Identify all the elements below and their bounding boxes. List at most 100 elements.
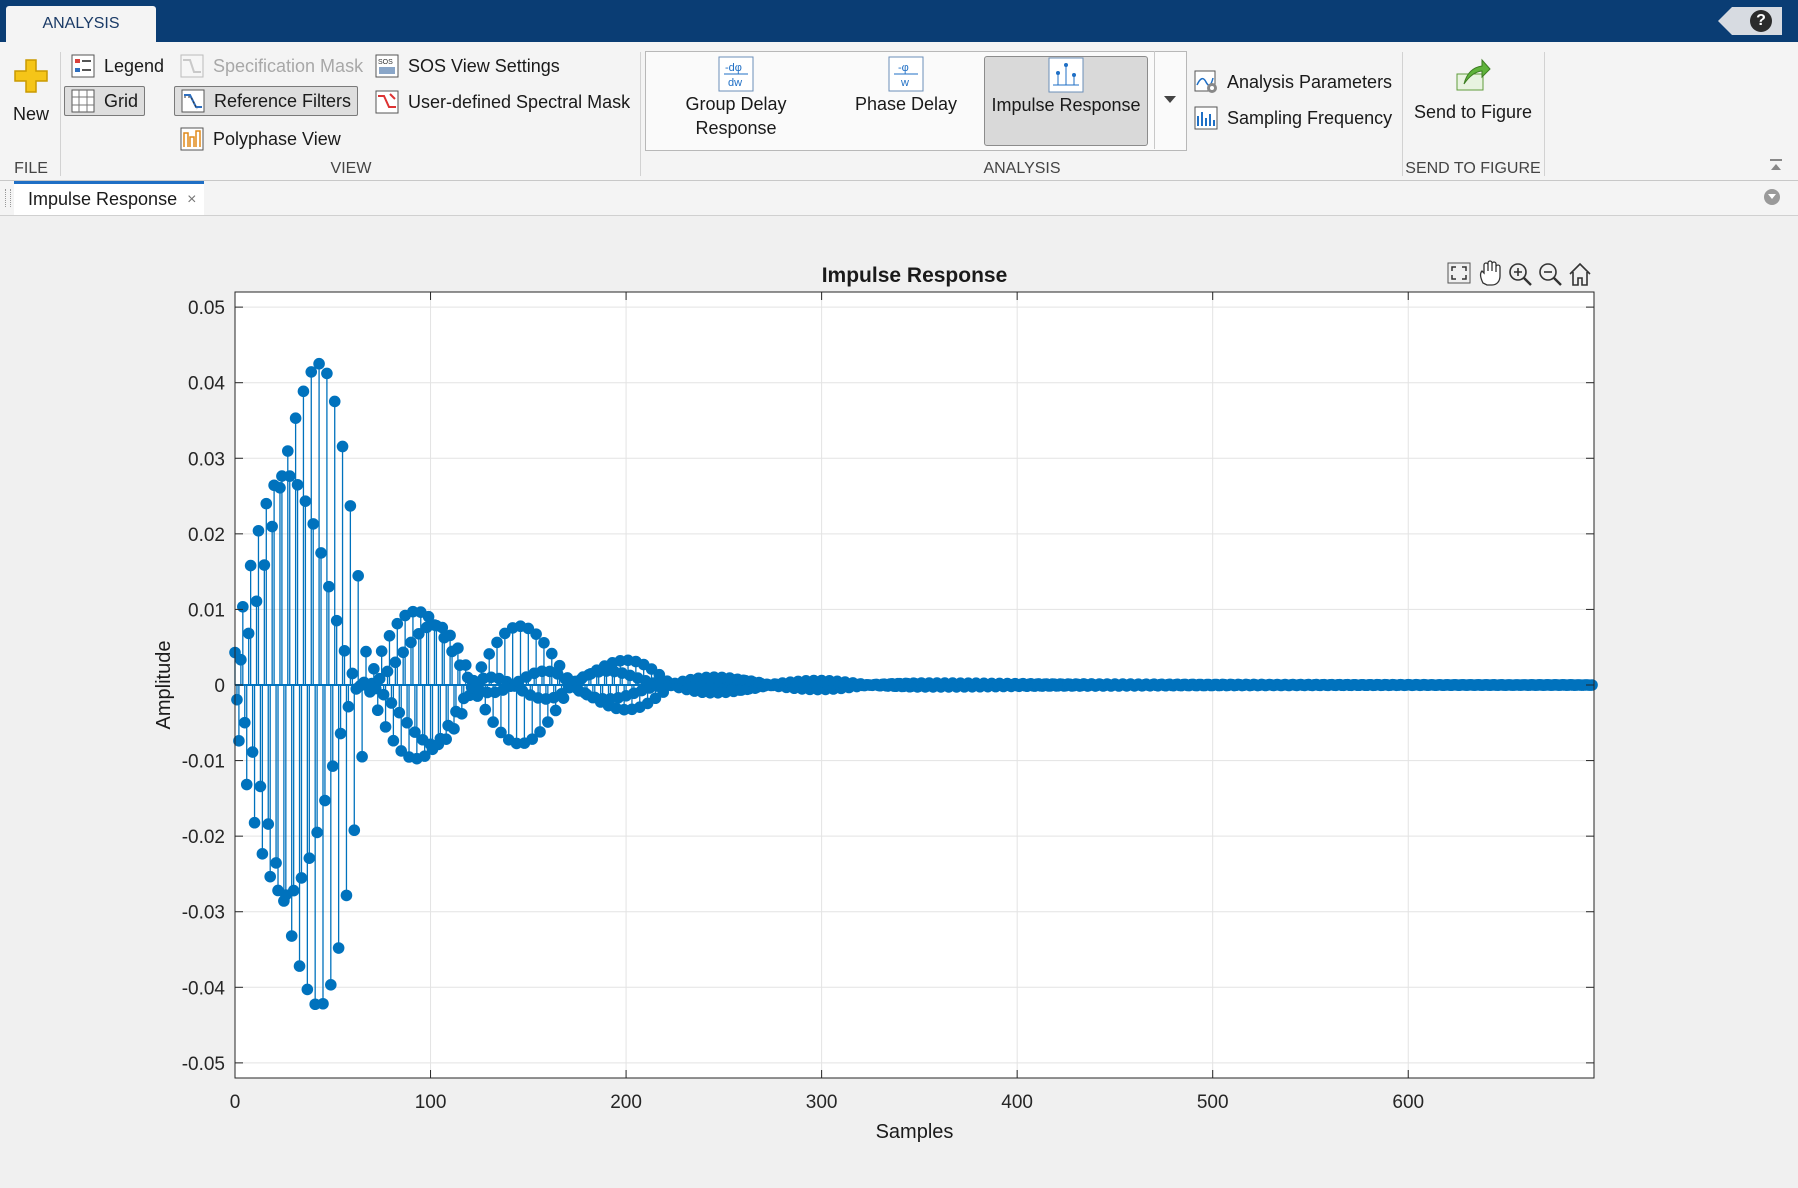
stem-marker [248, 816, 261, 829]
section-analysis-label: ANALYSIS [983, 160, 1061, 177]
stem-marker [440, 733, 452, 745]
stem-marker [313, 357, 325, 370]
stem-marker [534, 726, 546, 738]
grid-label: Grid [104, 90, 139, 111]
stem-marker [295, 872, 308, 884]
stem-marker [526, 733, 539, 745]
stem-marker [387, 734, 400, 747]
stem-marker [444, 629, 456, 642]
stem-marker [315, 547, 327, 559]
restore-view-icon[interactable] [1447, 262, 1471, 284]
stem-marker [422, 610, 435, 623]
home-icon[interactable] [1569, 262, 1591, 286]
stem-marker [395, 745, 408, 757]
stem-marker [405, 636, 417, 649]
stem-marker [495, 726, 507, 739]
stem-marker [237, 600, 249, 613]
group-delay-response-button[interactable]: -dφ dw Group Delay Response [666, 56, 806, 144]
stem-marker [252, 524, 265, 537]
analysis-parameters-button[interactable]: Analysis Parameters [1194, 70, 1392, 94]
y-tick-label: 0.04 [188, 374, 225, 395]
impulse-response-icon [1048, 57, 1084, 93]
phase-delay-icon: -φ w [888, 56, 924, 92]
grid-toggle[interactable]: Grid [64, 86, 146, 116]
stem-marker [297, 385, 310, 398]
x-tick-label: 600 [1392, 1092, 1424, 1113]
section-view-label: VIEW [330, 160, 372, 177]
stem-marker [377, 688, 390, 701]
stem-marker [479, 703, 492, 716]
tab-menu-button[interactable] [1764, 189, 1780, 205]
stem-marker [549, 704, 562, 717]
stem-marker [401, 716, 413, 729]
y-axis-label: Amplitude [153, 641, 175, 730]
sampling-frequency-label: Sampling Frequency [1227, 107, 1393, 128]
reference-filters-toggle[interactable]: Reference Filters [174, 86, 359, 116]
stem-marker [389, 656, 402, 669]
stem-marker [334, 727, 347, 740]
section-file-label: FILE [14, 160, 48, 177]
stem-marker [330, 614, 343, 627]
x-tick-label: 100 [415, 1092, 447, 1113]
specification-mask-button[interactable]: Specification Mask [180, 54, 363, 78]
analysis-gallery: -dφ dw Group Delay Response -φ w Phase D… [645, 51, 1187, 151]
legend-button[interactable]: Legend [71, 54, 164, 78]
stem-marker [289, 412, 302, 424]
close-icon[interactable]: × [187, 190, 197, 208]
sampling-frequency-icon [1194, 106, 1218, 130]
stem-marker [371, 704, 384, 717]
user-defined-spectral-mask-button[interactable]: User-defined Spectral Mask [375, 90, 630, 114]
polyphase-view-button[interactable]: Polyphase View [180, 127, 341, 151]
document-tab-impulse-response[interactable]: Impulse Response × [14, 181, 204, 215]
stem-marker [373, 672, 386, 685]
svg-text:dw: dw [728, 77, 742, 89]
y-tick-label: 0.01 [188, 600, 225, 621]
tab-analysis[interactable]: ANALYSIS [6, 6, 156, 42]
stem-marker [542, 716, 554, 728]
reference-filters-icon [181, 89, 205, 113]
separator [1544, 52, 1545, 176]
axis-ticks: 0 100 200 300 400 500 600 -0.05 -0.04 -0.03 -0.02 -… [182, 292, 1594, 1113]
phase-delay-button[interactable]: -φ w Phase Delay [836, 56, 976, 144]
stem-marker [448, 723, 460, 735]
svg-text:-φ: -φ [898, 62, 909, 74]
group-delay-label-1: Group Delay [685, 94, 787, 114]
impulse-response-plot[interactable]: 0 100 200 300 400 500 600 -0.05 -0.04 -0.03 -0.02 -… [0, 216, 1798, 1183]
sos-view-settings-button[interactable]: SOS SOS View Settings [375, 54, 560, 78]
chevron-down-icon [1164, 96, 1176, 103]
x-tick-label: 0 [230, 1092, 241, 1113]
stem-marker [487, 716, 499, 728]
collapse-ribbon-icon[interactable] [1768, 158, 1784, 174]
gallery-expand-button[interactable] [1154, 51, 1185, 149]
stem-marker [264, 870, 276, 883]
stem-marker [287, 884, 300, 897]
x-tick-label: 400 [1001, 1092, 1033, 1113]
stem-marker [344, 500, 357, 512]
zoom-out-icon[interactable] [1539, 263, 1562, 286]
stem-marker [285, 930, 298, 942]
chevron-down-icon [1768, 194, 1776, 199]
new-button[interactable]: New [8, 58, 54, 125]
stem-marker [383, 629, 396, 642]
drag-grip[interactable] [5, 189, 11, 207]
analysis-parameters-icon [1194, 70, 1217, 93]
stem-marker [348, 824, 361, 837]
sampling-frequency-button[interactable]: Sampling Frequency [1194, 106, 1392, 130]
zoom-in-icon[interactable] [1509, 263, 1532, 286]
pan-icon[interactable] [1479, 260, 1501, 286]
new-button-label: New [12, 104, 49, 124]
help-button[interactable]: ? [1718, 7, 1782, 35]
phase-delay-label: Phase Delay [854, 94, 958, 114]
y-tick-label: 0.02 [188, 525, 225, 546]
stem-marker [436, 621, 449, 634]
send-to-figure-button[interactable]: Send to Figure [1408, 56, 1538, 123]
impulse-response-button[interactable]: Impulse Response [984, 56, 1148, 146]
svg-text:SOS: SOS [378, 59, 393, 66]
stem-marker [356, 750, 368, 763]
stem-marker [538, 636, 550, 649]
specification-mask-label: Specification Mask [213, 55, 364, 76]
stem-marker [233, 735, 245, 747]
stem-marker [311, 826, 323, 839]
reference-filters-label: Reference Filters [214, 90, 352, 111]
stem-marker [254, 780, 267, 793]
